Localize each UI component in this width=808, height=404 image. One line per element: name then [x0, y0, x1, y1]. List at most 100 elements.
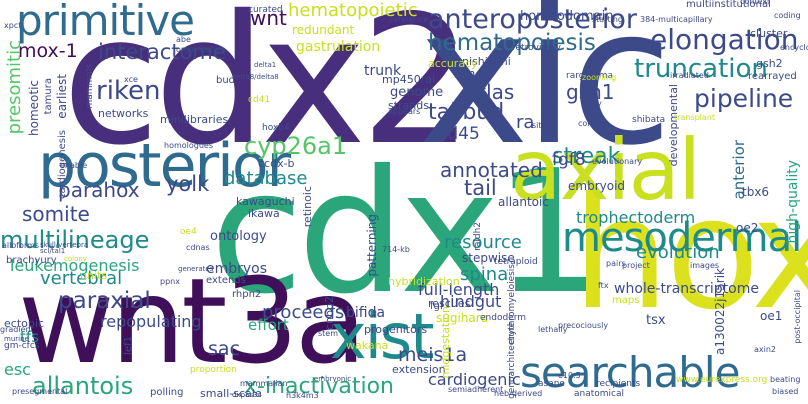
- word: recipients: [596, 379, 641, 389]
- word: multilineage: [0, 226, 150, 254]
- word: ftx: [598, 281, 609, 290]
- word: redundant: [292, 23, 355, 37]
- word: units: [80, 269, 108, 282]
- word: tfs: [20, 328, 39, 346]
- word: accuracy: [428, 57, 478, 70]
- word: cyp26a1: [244, 132, 348, 160]
- word: project: [622, 261, 650, 270]
- word: biased: [772, 387, 799, 396]
- word: paraxial: [58, 288, 151, 314]
- word: presomitic: [4, 40, 25, 135]
- word: retrovirally: [512, 43, 561, 53]
- word: hindgut: [440, 292, 502, 311]
- word: meis1a: [398, 344, 468, 366]
- word: cardiogenic: [428, 370, 521, 389]
- word: networks: [98, 107, 149, 120]
- word: delta8/delta8: [232, 73, 279, 81]
- word: atlas: [466, 80, 515, 104]
- word: embryos: [206, 261, 268, 277]
- word: erythromyeloiesis: [507, 264, 517, 345]
- word: cluster: [750, 27, 788, 40]
- word: endoderm: [480, 313, 527, 323]
- word: starting: [592, 15, 624, 24]
- word: oe1: [760, 309, 783, 323]
- word: coitum: [578, 119, 606, 128]
- word: mammalian: [240, 379, 288, 388]
- word: progenitors: [364, 323, 428, 336]
- word: ppnx: [160, 277, 180, 286]
- word: gsh2: [756, 57, 783, 70]
- word: bud: [216, 75, 236, 86]
- word: homologues: [164, 141, 214, 150]
- word: encyclopedia: [780, 43, 808, 52]
- word: annotated: [440, 158, 543, 182]
- word: post-occipital: [793, 290, 802, 344]
- word: x-inactivation: [244, 374, 394, 399]
- word: minilibraries: [160, 113, 229, 126]
- word: strands: [388, 99, 429, 112]
- word: colony: [64, 255, 87, 263]
- word: delta1: [254, 61, 277, 69]
- word: hematopoietic: [288, 0, 418, 21]
- word: context: [740, 0, 771, 6]
- word: lef1: [123, 336, 134, 355]
- word: embryonic: [314, 375, 352, 383]
- word: presegmental: [12, 387, 68, 396]
- word: xic: [418, 0, 673, 187]
- word: small-scale: [200, 387, 262, 400]
- word: abe: [176, 35, 191, 44]
- word: maps: [612, 295, 640, 306]
- word: cnbp2: [323, 296, 336, 330]
- word: mesodermal: [562, 215, 802, 261]
- word: stepwise: [462, 251, 515, 265]
- word: tailbud: [428, 100, 505, 125]
- word: oe2: [736, 221, 759, 235]
- word: fgf: [430, 301, 444, 312]
- word: cdx2: [62, 0, 473, 184]
- word: mp450rai: [382, 73, 436, 86]
- word: evolution: [636, 242, 720, 263]
- word: vertebral: [40, 268, 123, 289]
- word: embryoid: [568, 179, 626, 193]
- word: extension: [392, 363, 446, 376]
- word: esc: [4, 360, 31, 379]
- word: homeodomain: [520, 9, 614, 24]
- word: generates: [178, 265, 214, 273]
- word: database: [224, 168, 308, 189]
- word: curated: [248, 5, 283, 15]
- word: hybridization: [388, 275, 460, 288]
- word: organization: [176, 45, 226, 54]
- word: resource: [444, 232, 522, 253]
- word: full-length: [418, 280, 500, 299]
- word: coding: [774, 11, 801, 20]
- word: rhpn2: [232, 289, 262, 300]
- word: mox-1: [18, 40, 78, 62]
- word: pipeline: [694, 84, 794, 113]
- word: alloforms: [2, 241, 40, 250]
- word: proceeds: [262, 302, 345, 323]
- word: www.eurexpress.org: [676, 375, 768, 385]
- word: yolk: [166, 172, 210, 196]
- word: leukemogenesis: [10, 256, 140, 275]
- word: gastrulation: [296, 39, 381, 55]
- word: effort: [248, 316, 289, 334]
- word: midgestation: [439, 306, 452, 379]
- word: pairs: [606, 259, 626, 268]
- word: lying: [454, 67, 483, 81]
- word: h3k4m3: [286, 391, 319, 400]
- word: proportion: [190, 365, 237, 375]
- word: multiinstitutional: [686, 0, 771, 10]
- word: zooming: [582, 73, 617, 82]
- word: sac: [208, 338, 240, 360]
- word: oe4: [180, 227, 197, 237]
- word: posterior: [38, 131, 291, 201]
- word: homeotic: [27, 80, 41, 136]
- word: trophectoderm: [576, 208, 696, 227]
- word: raldh2: [473, 222, 483, 251]
- word: extends: [206, 275, 246, 286]
- word: xpct: [4, 21, 22, 30]
- word: gradient: [0, 325, 34, 334]
- word: streak: [552, 144, 621, 169]
- word: ontology: [210, 229, 267, 244]
- word: precociously: [558, 321, 609, 330]
